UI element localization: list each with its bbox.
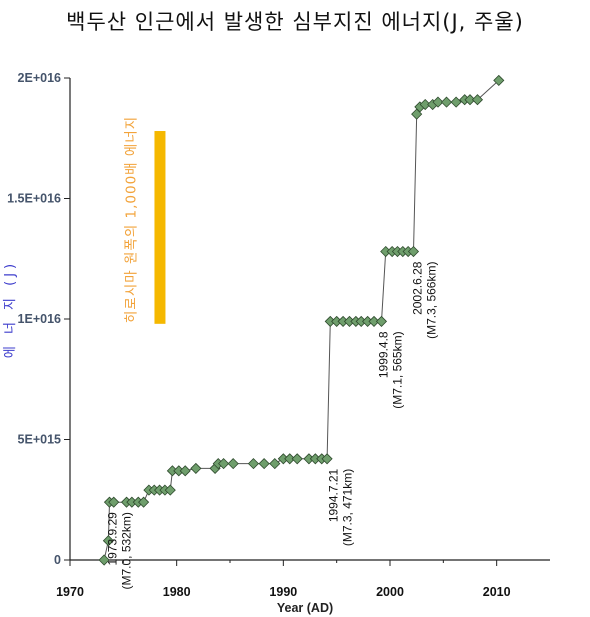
annotation: 1973.9.29 (M7.0, 532km) xyxy=(106,512,134,590)
data-point xyxy=(321,453,333,465)
x-tick-label: 2000 xyxy=(376,585,404,599)
y-tick-label: 0 xyxy=(54,553,61,567)
data-point xyxy=(164,484,176,496)
annotation-date: 1999.4.8 xyxy=(377,331,391,378)
chart-title: 백두산 인근에서 발생한 심부지진 에너지(J, 주울) xyxy=(66,10,524,34)
annotation: 1994.7.21 (M7.3, 471km) xyxy=(326,468,354,546)
data-point xyxy=(419,98,431,111)
series-points-group xyxy=(98,74,505,566)
annotation-detail: (M7.3, 566km) xyxy=(425,262,439,339)
annotation-date: 1994.7.21 xyxy=(326,468,340,522)
data-point xyxy=(450,96,462,108)
data-point xyxy=(464,94,476,106)
y-tick-label: 1.5E+016 xyxy=(7,192,61,206)
x-tick-label: 1980 xyxy=(163,585,191,599)
data-point xyxy=(179,465,191,477)
data-point xyxy=(269,458,281,470)
data-point xyxy=(98,554,110,566)
data-point xyxy=(432,96,444,108)
data-point xyxy=(102,535,114,547)
data-point xyxy=(368,315,380,327)
y-tick-label: 1E+016 xyxy=(18,312,61,326)
data-point xyxy=(493,74,505,86)
data-point xyxy=(247,458,260,470)
annotation-detail: (M7.1, 565km) xyxy=(391,331,405,408)
annotation: 1999.4.8 (M7.1, 565km) xyxy=(377,331,405,409)
chart-axes: 0 5E+015 1E+016 1.5E+016 2E+016 1970 1980 1990 2… xyxy=(3,71,550,615)
y-tick-label: 2E+016 xyxy=(18,71,61,85)
data-point xyxy=(284,453,296,465)
x-tick-label: 1970 xyxy=(56,585,84,599)
data-point xyxy=(258,458,270,470)
data-point xyxy=(291,453,303,465)
annotation-date: 2002.6.28 xyxy=(411,261,425,315)
data-point xyxy=(218,458,230,470)
x-tick-label: 1990 xyxy=(269,585,297,599)
annotations-group: 1973.9.29 (M7.0, 532km) 1994.7.21 (M7.3, 47… xyxy=(106,261,439,589)
data-point xyxy=(108,496,120,508)
y-axis-title: 에 너 지 (J) xyxy=(3,260,18,358)
annotation: 2002.6.28 (M7.3, 566km) xyxy=(411,261,439,339)
data-point xyxy=(190,462,202,474)
x-axis-title: Year (AD) xyxy=(277,601,333,615)
data-point xyxy=(375,315,388,327)
data-point xyxy=(138,496,150,508)
annotation-detail: (M7.0, 532km) xyxy=(120,512,134,589)
scale-reference: 히로시마 원폭의 1,000배 에너지 xyxy=(123,116,166,324)
data-point xyxy=(411,108,423,120)
data-point xyxy=(440,96,453,108)
scale-reference-bar xyxy=(154,131,166,324)
scale-reference-label: 히로시마 원폭의 1,000배 에너지 xyxy=(123,116,139,323)
annotation-date: 1973.9.29 xyxy=(106,512,120,566)
data-point xyxy=(227,458,239,470)
y-tick-label: 5E+015 xyxy=(18,433,61,447)
data-point xyxy=(407,245,420,258)
x-tick-label: 2010 xyxy=(483,585,511,599)
data-point xyxy=(471,94,484,106)
annotation-detail: (M7.3, 471km) xyxy=(340,469,354,546)
